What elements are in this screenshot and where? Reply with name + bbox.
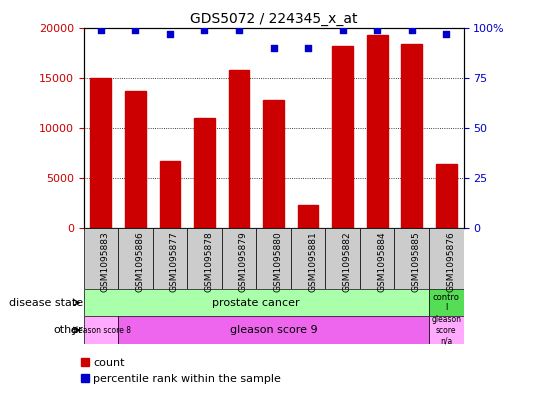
Bar <box>429 316 464 344</box>
Bar <box>84 228 118 289</box>
Bar <box>429 289 464 316</box>
Bar <box>118 228 153 289</box>
Text: prostate cancer: prostate cancer <box>212 298 300 308</box>
Bar <box>436 164 457 228</box>
Bar <box>187 228 222 289</box>
Bar <box>429 228 464 289</box>
Text: GSM1095883: GSM1095883 <box>101 231 110 292</box>
Bar <box>222 228 256 289</box>
Bar <box>402 44 422 228</box>
Point <box>304 44 313 51</box>
Text: gleason score 9: gleason score 9 <box>230 325 317 335</box>
Point <box>234 26 243 33</box>
Text: GSM1095877: GSM1095877 <box>170 231 179 292</box>
Bar <box>118 316 429 344</box>
Point <box>270 44 278 51</box>
Bar <box>298 205 319 228</box>
Text: GSM1095882: GSM1095882 <box>343 231 351 292</box>
Bar <box>153 228 187 289</box>
Text: GSM1095876: GSM1095876 <box>446 231 455 292</box>
Bar <box>229 70 250 228</box>
Bar <box>125 91 146 228</box>
Bar <box>332 46 353 228</box>
Bar <box>160 161 180 228</box>
Bar <box>263 100 284 228</box>
Point <box>373 26 382 33</box>
Text: gleason
score
n/a: gleason score n/a <box>431 315 461 345</box>
Bar <box>91 78 111 228</box>
Text: gleason score 8: gleason score 8 <box>71 326 131 334</box>
Text: GSM1095881: GSM1095881 <box>308 231 317 292</box>
Bar <box>291 228 326 289</box>
Point <box>165 30 174 37</box>
Text: contro
l: contro l <box>433 293 460 312</box>
Text: other: other <box>54 325 84 335</box>
Point <box>442 30 451 37</box>
Point <box>338 26 347 33</box>
Point <box>407 26 416 33</box>
Text: GSM1095885: GSM1095885 <box>412 231 421 292</box>
Bar <box>367 35 388 228</box>
Bar <box>194 118 215 228</box>
Text: disease state: disease state <box>9 298 84 308</box>
Text: GSM1095878: GSM1095878 <box>204 231 213 292</box>
Title: GDS5072 / 224345_x_at: GDS5072 / 224345_x_at <box>190 13 357 26</box>
Bar <box>256 228 291 289</box>
Legend: count, percentile rank within the sample: count, percentile rank within the sample <box>81 358 281 384</box>
Bar <box>84 316 118 344</box>
Bar <box>360 228 395 289</box>
Bar <box>326 228 360 289</box>
Point <box>200 26 209 33</box>
Point <box>131 26 140 33</box>
Text: GSM1095880: GSM1095880 <box>274 231 282 292</box>
Point <box>96 26 105 33</box>
Text: GSM1095884: GSM1095884 <box>377 231 386 292</box>
Text: GSM1095886: GSM1095886 <box>135 231 144 292</box>
Bar <box>395 228 429 289</box>
Text: GSM1095879: GSM1095879 <box>239 231 248 292</box>
